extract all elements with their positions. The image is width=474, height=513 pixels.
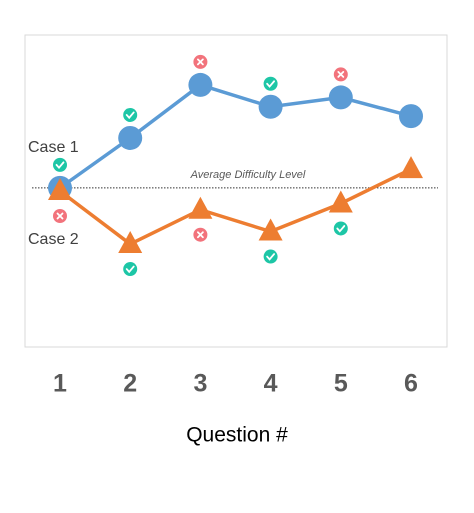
- x-tick-label: 2: [123, 370, 137, 398]
- point-marker: [399, 156, 423, 179]
- correct-icon: [263, 76, 278, 91]
- icon-glyph: [125, 265, 135, 274]
- point-marker: [399, 104, 423, 129]
- incorrect-icon: [333, 67, 348, 82]
- series-line: [58, 167, 412, 247]
- icon-circle: [263, 249, 278, 264]
- correct-icon: [263, 249, 278, 264]
- incorrect-icon: [193, 227, 208, 242]
- series-line: [58, 82, 412, 190]
- icon-circle: [53, 157, 67, 172]
- correct-icon: [123, 107, 138, 122]
- icon-circle: [123, 107, 138, 122]
- point-marker: [328, 85, 353, 110]
- point-marker: [258, 94, 283, 119]
- correct-icon: [53, 157, 67, 172]
- icon-circle: [333, 221, 348, 236]
- plot-area: [24, 34, 448, 348]
- series-label: Case 2: [28, 231, 79, 248]
- x-tick-label: 5: [334, 370, 348, 398]
- icon-glyph: [56, 212, 64, 220]
- x-tick-label: 3: [193, 370, 207, 398]
- incorrect-icon: [53, 209, 67, 223]
- point-marker: [258, 218, 283, 241]
- icon-glyph: [125, 111, 135, 120]
- icon-glyph: [266, 253, 275, 261]
- icon-glyph: [197, 58, 204, 66]
- icon-glyph: [55, 161, 65, 170]
- series-label: Case 1: [28, 139, 79, 156]
- x-axis-label: Question #: [186, 424, 288, 447]
- x-tick-label: 1: [53, 370, 67, 398]
- icon-circle: [123, 262, 138, 277]
- icon-circle: [263, 76, 278, 91]
- point-marker: [118, 125, 143, 150]
- point-marker: [188, 72, 213, 97]
- correct-icon: [333, 221, 348, 236]
- point-marker: [118, 231, 143, 254]
- icon-glyph: [266, 80, 275, 88]
- point-marker: [48, 178, 72, 200]
- x-tick-label: 4: [264, 370, 278, 398]
- point-marker: [328, 190, 353, 213]
- icon-glyph: [337, 71, 345, 78]
- icon-glyph: [197, 231, 204, 239]
- point-marker: [188, 196, 213, 219]
- reference-label: Average Difficulty Level: [190, 169, 306, 181]
- x-tick-label: 6: [404, 370, 418, 398]
- incorrect-icon: [193, 54, 208, 69]
- correct-icon: [123, 262, 138, 277]
- icon-glyph: [336, 225, 346, 233]
